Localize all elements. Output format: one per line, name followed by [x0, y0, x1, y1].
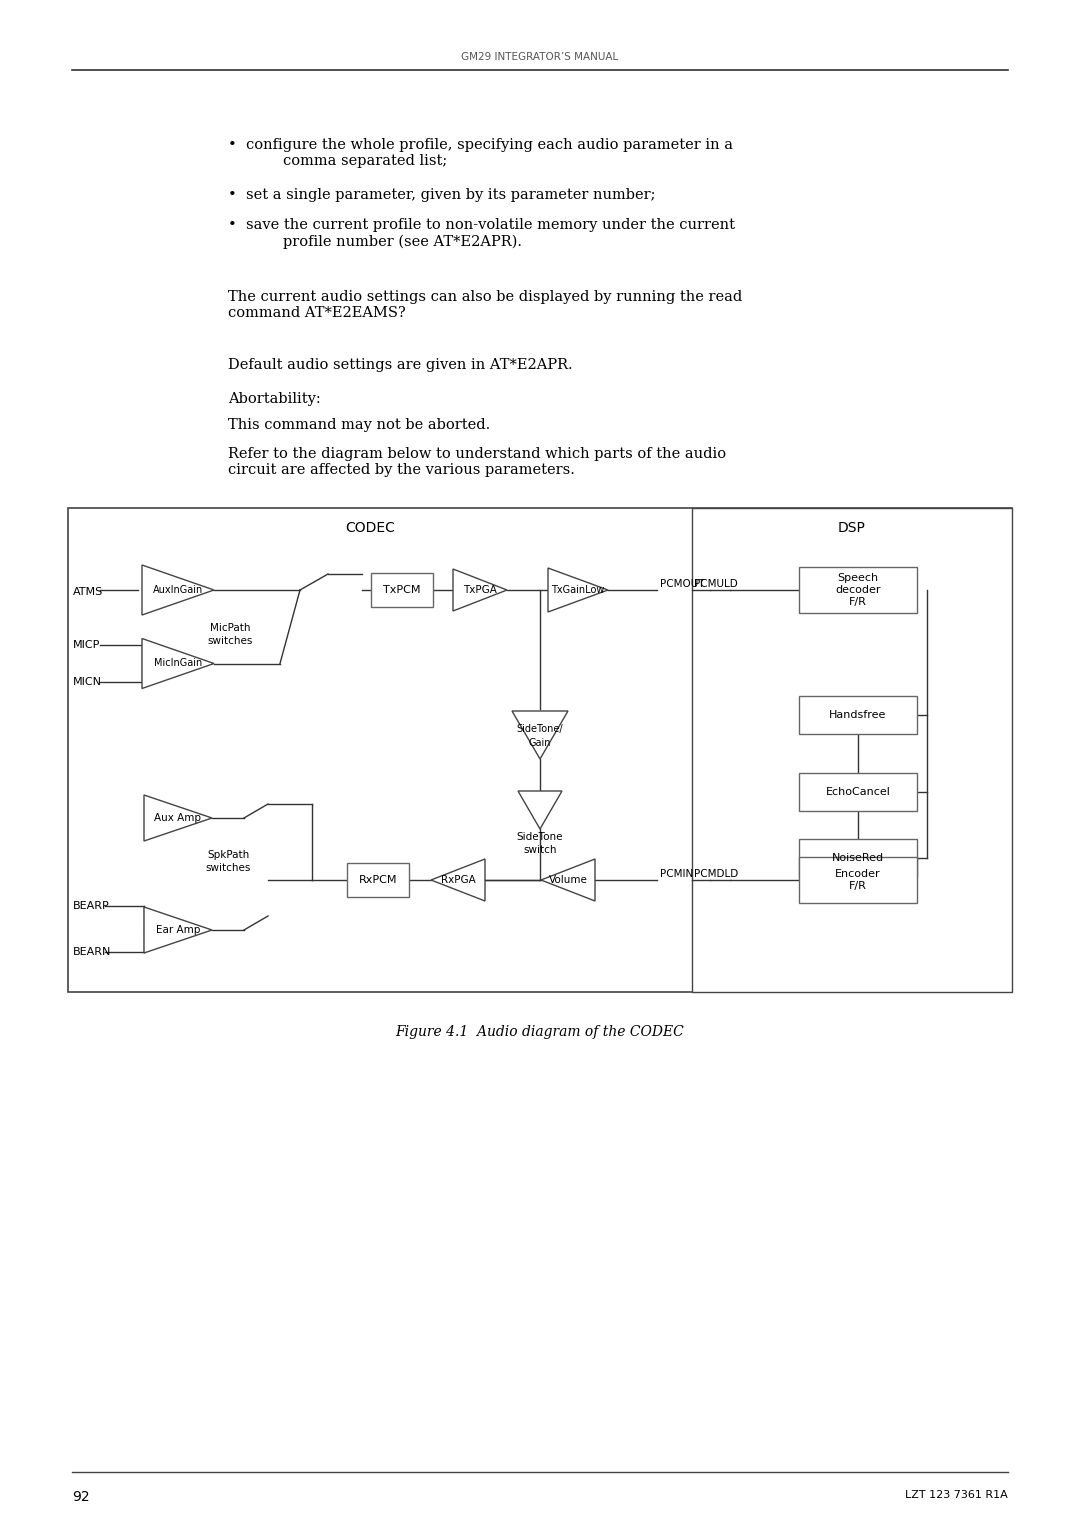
Text: PCMDLD: PCMDLD [694, 869, 739, 879]
Text: Encoder
F/R: Encoder F/R [835, 869, 881, 891]
Polygon shape [141, 639, 214, 689]
Polygon shape [144, 908, 212, 953]
Polygon shape [141, 565, 214, 614]
Bar [68, 507, 1012, 992]
Text: BEARN: BEARN [73, 947, 111, 957]
Text: SideTone: SideTone [516, 833, 564, 842]
Text: TxPGA: TxPGA [463, 585, 497, 594]
Text: EchoCancel: EchoCancel [825, 787, 890, 798]
Polygon shape [431, 859, 485, 902]
Bar [799, 567, 917, 613]
Text: Default audio settings are given in AT*E2APR.: Default audio settings are given in AT*E… [228, 358, 572, 371]
Text: configure the whole profile, specifying each audio parameter in a
        comma : configure the whole profile, specifying … [246, 138, 733, 168]
Text: switches: switches [207, 636, 253, 646]
Text: Gain: Gain [529, 738, 551, 749]
Text: NoiseRed: NoiseRed [832, 853, 885, 863]
Text: RxPGA: RxPGA [441, 876, 475, 885]
Polygon shape [453, 568, 507, 611]
Text: Ear Amp: Ear Amp [156, 924, 200, 935]
Polygon shape [548, 568, 608, 613]
Text: •: • [228, 188, 237, 202]
Text: SideTone/: SideTone/ [516, 724, 564, 733]
Text: •: • [228, 219, 237, 232]
Text: ATMS: ATMS [73, 587, 104, 597]
Text: TxGainLow: TxGainLow [551, 585, 605, 594]
Text: Refer to the diagram below to understand which parts of the audio
circuit are af: Refer to the diagram below to understand… [228, 448, 726, 477]
Bar [692, 507, 1012, 992]
Text: switch: switch [523, 845, 557, 856]
Polygon shape [518, 792, 562, 830]
Text: BEARP: BEARP [73, 902, 110, 911]
Text: This command may not be aborted.: This command may not be aborted. [228, 419, 490, 432]
Bar [799, 839, 917, 877]
Text: Abortability:: Abortability: [228, 393, 321, 406]
Text: MicInGain: MicInGain [153, 659, 202, 669]
Text: switches: switches [205, 863, 251, 872]
Text: AuxInGain: AuxInGain [153, 585, 203, 594]
Text: Speech
decoder
F/R: Speech decoder F/R [835, 573, 881, 607]
Text: CODEC: CODEC [346, 521, 395, 535]
Text: TxPCM: TxPCM [383, 585, 421, 594]
Bar [799, 773, 917, 811]
Text: PCMIN: PCMIN [660, 869, 693, 879]
Text: 92: 92 [72, 1490, 90, 1504]
Text: save the current profile to non-volatile memory under the current
        profil: save the current profile to non-volatile… [246, 219, 735, 249]
Text: set a single parameter, given by its parameter number;: set a single parameter, given by its par… [246, 188, 656, 202]
Bar [347, 863, 409, 897]
Text: PCMULD: PCMULD [694, 579, 738, 588]
Polygon shape [144, 795, 212, 840]
Text: MICP: MICP [73, 640, 100, 649]
Polygon shape [512, 711, 568, 759]
Text: Aux Amp: Aux Amp [154, 813, 202, 824]
Text: LZT 123 7361 R1A: LZT 123 7361 R1A [905, 1490, 1008, 1500]
Text: PCMOUT: PCMOUT [660, 579, 704, 588]
Text: MicPath: MicPath [210, 623, 251, 633]
Text: RxPCM: RxPCM [359, 876, 397, 885]
Bar [799, 857, 917, 903]
Bar [372, 573, 433, 607]
Text: SpkPath: SpkPath [207, 850, 249, 860]
Bar [799, 695, 917, 733]
Text: Volume: Volume [549, 876, 588, 885]
Text: Handsfree: Handsfree [829, 711, 887, 720]
Text: GM29 INTEGRATOR’S MANUAL: GM29 INTEGRATOR’S MANUAL [461, 52, 619, 63]
Polygon shape [541, 859, 595, 902]
Text: Figure 4.1  Audio diagram of the CODEC: Figure 4.1 Audio diagram of the CODEC [395, 1025, 685, 1039]
Text: •: • [228, 138, 237, 151]
Text: MICN: MICN [73, 677, 102, 688]
Text: DSP: DSP [838, 521, 866, 535]
Text: The current audio settings can also be displayed by running the read
command AT*: The current audio settings can also be d… [228, 290, 742, 321]
